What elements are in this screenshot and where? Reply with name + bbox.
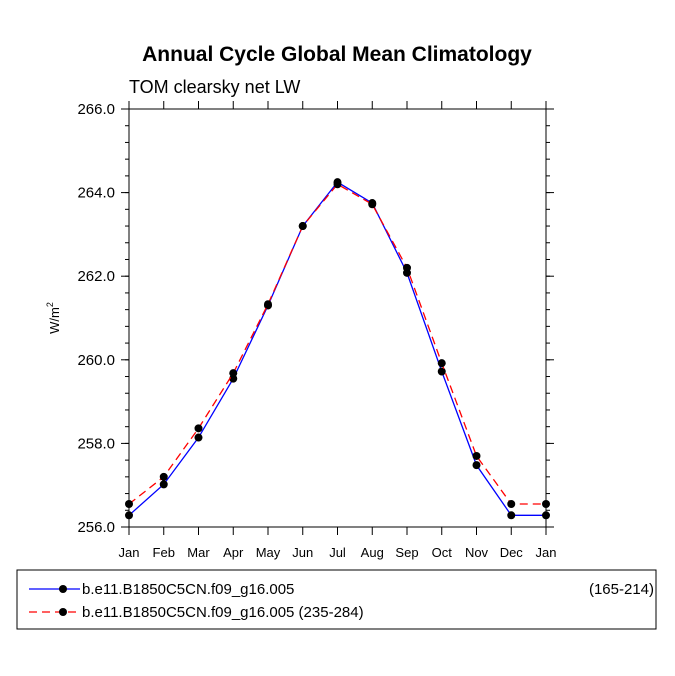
legend-label-2: b.e11.B1850C5CN.f09_g16.005 (235-284): [82, 604, 364, 621]
x-tick-label: Oct: [432, 545, 453, 560]
chart-subtitle: TOM clearsky net LW: [129, 77, 300, 97]
data-point: [472, 461, 481, 470]
chart-title: Annual Cycle Global Mean Climatology: [142, 43, 532, 66]
x-tick-label: Jun: [292, 545, 313, 560]
data-point: [507, 511, 516, 520]
data-point: [333, 180, 342, 189]
legend-entry-1: b.e11.B1850C5CN.f09_g16.005 (165-214): [29, 581, 654, 598]
series-line-1: [128, 181, 546, 516]
y-axis-label: W/m2: [45, 302, 62, 334]
x-tick-label: Dec: [500, 545, 524, 560]
data-point: [194, 424, 203, 433]
series-layer: [125, 178, 550, 520]
x-ticks: Jan Feb Mar Apr May Jun Jul Aug Sep Oct Nov Dec Jan: [119, 101, 557, 560]
x-tick-label: Mar: [187, 545, 210, 560]
series-line-2: [128, 183, 546, 505]
plot-frame: [128, 108, 547, 528]
data-point: [229, 369, 238, 378]
data-point: [472, 451, 481, 460]
x-tick-label: Jan: [119, 545, 140, 560]
data-point: [437, 367, 446, 376]
series-2: [125, 180, 550, 509]
legend-period-1: (165-214): [589, 581, 654, 598]
y-ticks: 256.0 258.0 260.0 262.0 264.0 266.0: [77, 101, 554, 536]
y-tick-label: 266.0: [77, 101, 115, 118]
legend-entry-2: b.e11.B1850C5CN.f09_g16.005 (235-284): [29, 604, 364, 621]
y-tick-label: 260.0: [77, 352, 115, 369]
x-tick-label: Aug: [361, 545, 384, 560]
y-tick-label: 262.0: [77, 268, 115, 285]
data-point: [403, 263, 411, 272]
x-tick-label: Feb: [153, 545, 175, 560]
data-point: [159, 472, 168, 481]
data-point: [437, 359, 446, 368]
data-point: [298, 222, 307, 231]
y-tick-label: 256.0: [77, 519, 115, 536]
legend-label-1: b.e11.B1850C5CN.f09_g16.005: [82, 581, 294, 598]
data-point: [264, 300, 272, 309]
legend: b.e11.B1850C5CN.f09_g16.005 (165-214) b.…: [16, 569, 657, 630]
x-tick-label: Nov: [465, 545, 489, 560]
data-point: [507, 500, 516, 509]
legend-box: [16, 569, 657, 630]
data-point: [194, 433, 203, 442]
x-tick-label: May: [256, 545, 281, 560]
series-1: [125, 178, 550, 520]
x-tick-label: Sep: [395, 545, 418, 560]
x-tick-label: Jul: [329, 545, 346, 560]
y-tick-label: 258.0: [77, 435, 115, 452]
y-tick-label: 264.0: [77, 185, 115, 202]
x-tick-label: Apr: [223, 545, 244, 560]
legend-marker-1: [59, 585, 67, 593]
x-tick-label: Jan: [536, 545, 557, 560]
minor-ticks: [125, 108, 550, 528]
legend-marker-2: [59, 608, 67, 616]
data-point: [159, 480, 168, 489]
data-point: [368, 200, 377, 209]
